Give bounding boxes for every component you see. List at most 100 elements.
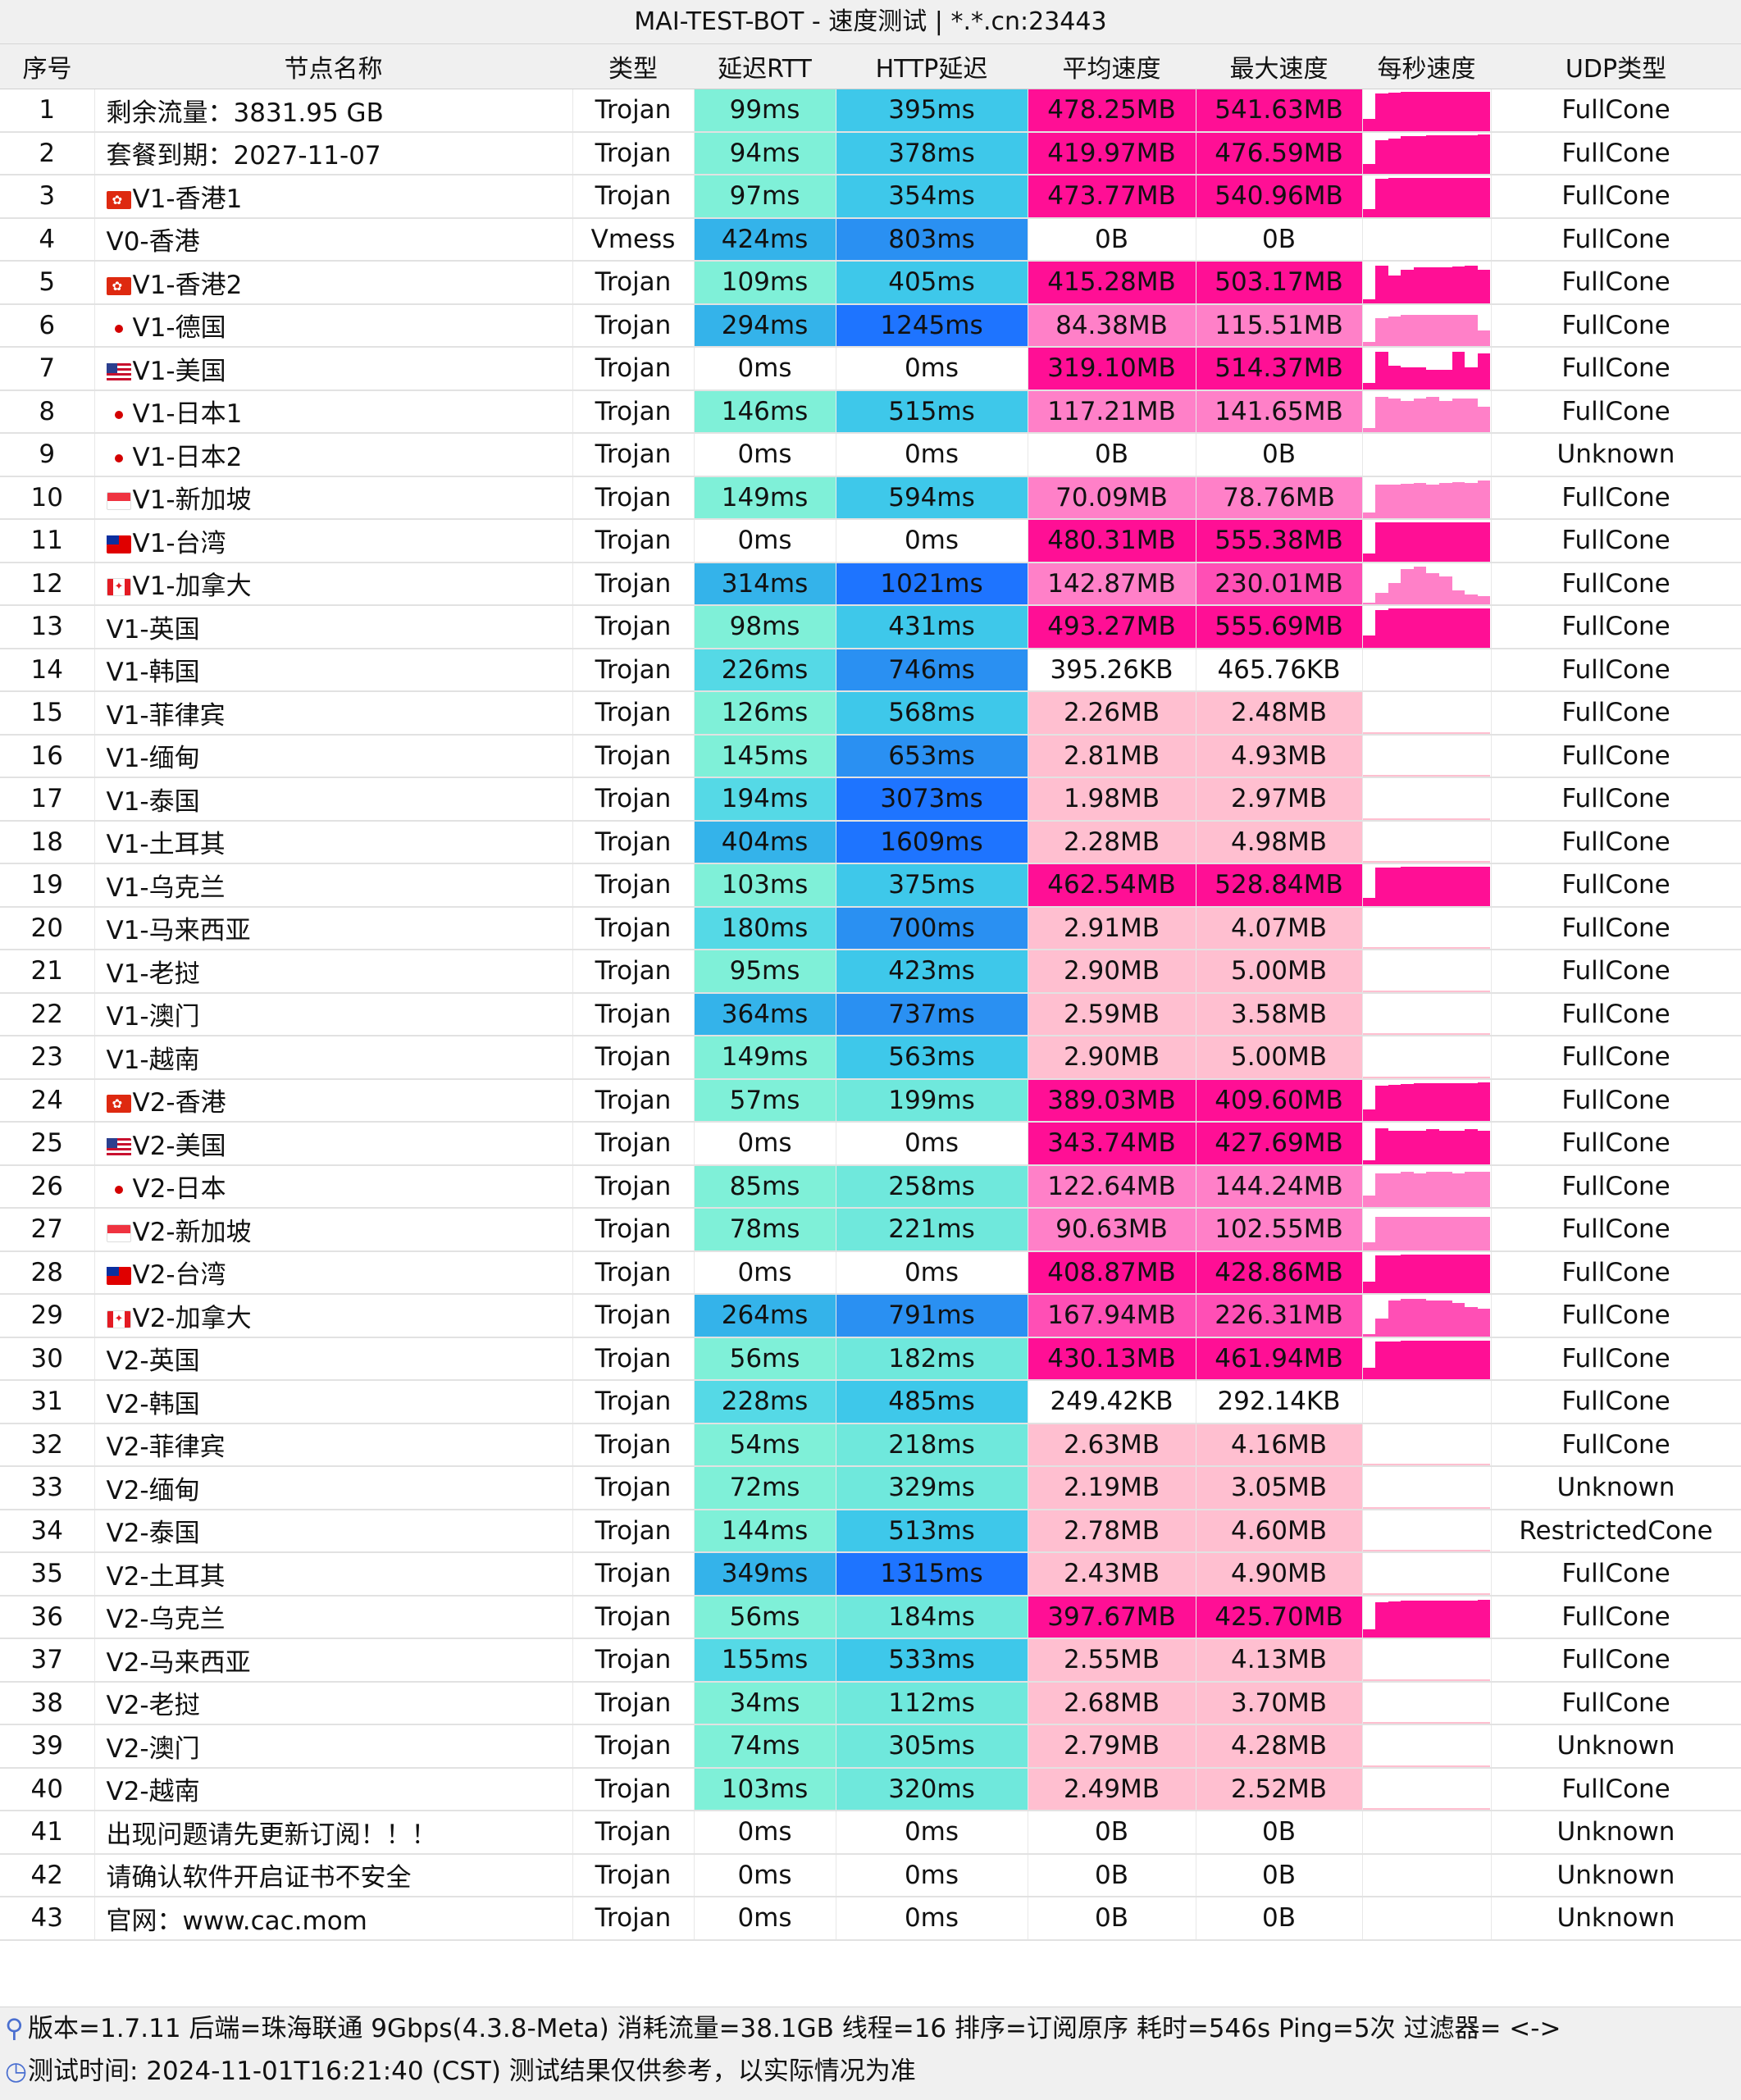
table-row[interactable]: 30 V2-英国 Trojan 56ms 182ms 430.13MB 461.94MB Fu… [0,1337,1741,1381]
header-per-second-speed[interactable]: 每秒速度 [1362,44,1491,89]
header-rtt[interactable]: 延迟RTT [694,44,836,89]
table-row[interactable]: 33 V2-缅甸 Trojan 72ms 329ms 2.19MB 3.05MB Unknow… [0,1466,1741,1510]
table-row[interactable]: 8 V1-日本1 Trojan 146ms 515ms 117.21MB 141.65MB F… [0,389,1741,434]
table-row[interactable]: 4 V0-香港 Vmess 424ms 803ms 0B 0B FullCone [0,217,1741,262]
table-row[interactable]: 10 V1-新加坡 Trojan 149ms 594ms 70.09MB 78.76MB Fu… [0,476,1741,520]
table-row[interactable]: 43 官网：www.cac.mom Trojan 0ms 0ms 0B 0B Unknown [0,1897,1741,1941]
table-row[interactable]: 25 V2-美国 Trojan 0ms 0ms 343.74MB 427.69MB FullC… [0,1122,1741,1166]
cell-http-latency: 513ms [836,1509,1028,1553]
header-node-name[interactable]: 节点名称 [94,44,572,89]
sparkline-bar [1388,1808,1401,1810]
table-row[interactable]: 37 V2-马来西亚 Trojan 155ms 533ms 2.55MB 4.13MB Ful… [0,1638,1741,1683]
sparkline-bar [1426,1550,1440,1551]
table-row[interactable]: 11 V1-台湾 Trojan 0ms 0ms 480.31MB 555.38MB FullC… [0,519,1741,563]
cell-avg-speed: 2.78MB [1028,1509,1196,1553]
table-row[interactable]: 23 V1-越南 Trojan 149ms 563ms 2.90MB 5.00MB FullC… [0,1036,1741,1080]
table-row[interactable]: 39 V2-澳门 Trojan 74ms 305ms 2.79MB 4.28MB Unknow… [0,1724,1741,1769]
cell-index: 8 [0,389,95,434]
table-row[interactable]: 2 套餐到期：2027-11-07 Trojan 94ms 378ms 419.97MB 4… [0,131,1741,175]
table-row[interactable]: 21 V1-老挝 Trojan 95ms 423ms 2.90MB 5.00MB FullCo… [0,950,1741,994]
sparkline-bar [1375,868,1388,905]
node-name-text: 请确认软件开启证书不安全 [106,1863,412,1893]
table-row[interactable]: 19 V1-乌克兰 Trojan 103ms 375ms 462.54MB 528.84MB… [0,863,1741,908]
header-udp-type[interactable]: UDP类型 [1491,44,1741,89]
sparkline-bar [1439,1171,1452,1207]
cell-http-latency: 378ms [836,131,1028,175]
table-row[interactable]: 36 V2-乌克兰 Trojan 56ms 184ms 397.67MB 425.70MB F… [0,1595,1741,1639]
table-row[interactable]: 28 V2-台湾 Trojan 0ms 0ms 408.87MB 428.86MB FullC… [0,1250,1741,1295]
speed-sparkline [1362,175,1490,216]
speed-sparkline [1362,1123,1490,1164]
sparkline-bar [1426,775,1440,777]
speed-sparkline [1362,950,1490,991]
cell-type: Trojan [572,1036,695,1080]
table-row[interactable]: 13 V1-英国 Trojan 98ms 431ms 493.27MB 555.69MB Fu… [0,605,1741,649]
table-row[interactable]: 7 V1-美国 Trojan 0ms 0ms 319.10MB 514.37MB FullCo… [0,347,1741,391]
cell-rtt: 56ms [694,1595,836,1639]
table-row[interactable]: 42 请确认软件开启证书不安全 Trojan 0ms 0ms 0B 0B Unknown [0,1853,1741,1897]
sparkline-bar [1362,1679,1376,1680]
table-row[interactable]: 41 出现问题请先更新订阅！！！ Trojan 0ms 0ms 0B 0B Unknown [0,1811,1741,1855]
sparkline-bar [1375,265,1388,303]
header-type[interactable]: 类型 [572,44,694,89]
cell-max-speed: 3.05MB [1196,1466,1363,1510]
cell-per-second-speed [1362,1767,1492,1811]
table-row[interactable]: 35 V2-土耳其 Trojan 349ms 1315ms 2.43MB 4.90MB Ful… [0,1552,1741,1597]
table-row[interactable]: 9 V1-日本2 Trojan 0ms 0ms 0B 0B Unknown [0,433,1741,477]
cell-udp-type: FullCone [1491,777,1741,822]
cell-type: Trojan [572,691,695,736]
table-row[interactable]: 27 V2-新加坡 Trojan 78ms 221ms 90.63MB 102.55MB Fu… [0,1208,1741,1252]
cell-per-second-speed [1362,1897,1492,1941]
speed-sparkline [1362,1338,1490,1379]
sparkline-bar [1426,818,1440,819]
table-row[interactable]: 12 V1-加拿大 Trojan314ms1021ms142.87MB230.01M… [0,562,1741,606]
table-row[interactable]: 17 V1-泰国 Trojan 194ms 3073ms 1.98MB 2.97MB Full… [0,777,1741,822]
cell-type: Trojan [572,1853,695,1897]
node-name-text: V1-土耳其 [106,830,226,860]
cell-per-second-speed [1362,1595,1492,1639]
cell-max-speed: 4.28MB [1196,1724,1363,1769]
header-avg-speed[interactable]: 平均速度 [1028,44,1196,89]
table-row[interactable]: 15 V1-菲律宾 Trojan 126ms 568ms 2.26MB 2.48MB Full… [0,691,1741,736]
table-row[interactable]: 34 V2-泰国 Trojan 144ms 513ms 2.78MB 4.60MB Restr… [0,1509,1741,1553]
table-row[interactable]: 40 V2-越南 Trojan 103ms 320ms 2.49MB 2.52MB FullC… [0,1767,1741,1811]
sparkline-bar [1426,1765,1440,1766]
cell-index: 6 [0,303,95,348]
cell-per-second-speed [1362,1811,1492,1855]
table-row[interactable]: 29 V2-加拿大 Trojan264ms791ms167.94MB226.31MB… [0,1294,1741,1338]
cell-max-speed: 514.37MB [1196,347,1363,391]
cell-per-second-speed [1362,820,1492,864]
table-row[interactable]: 26 V2-日本 Trojan 85ms 258ms 122.64MB 144.24MB Fu… [0,1164,1741,1209]
cell-http-latency: 3073ms [836,777,1028,822]
sparkline-bar [1375,861,1388,863]
cell-per-second-speed [1362,1078,1492,1123]
table-row[interactable]: 16 V1-缅甸 Trojan 145ms 653ms 2.81MB 4.93MB FullC… [0,734,1741,778]
header-max-speed[interactable]: 最大速度 [1196,44,1362,89]
table-row[interactable]: 20 V1-马来西亚 Trojan 180ms 700ms 2.91MB 4.07MB Ful… [0,906,1741,950]
sparkline-bar [1452,1592,1465,1594]
cell-avg-speed: 478.25MB [1028,89,1196,133]
cell-node-name: V1-台湾 [94,519,573,563]
sparkline-bar [1375,774,1388,777]
header-http-latency[interactable]: HTTP延迟 [836,44,1028,89]
cell-rtt: 95ms [694,950,836,994]
table-row[interactable]: 22 V1-澳门 Trojan 364ms 737ms 2.59MB 3.58MB FullC… [0,992,1741,1036]
table-row[interactable]: 38 V2-老挝 Trojan 34ms 112ms 2.68MB 3.70MB FullCo… [0,1681,1741,1725]
node-name-text: V2-菲律宾 [106,1433,226,1463]
table-row[interactable]: 14 V1-韩国 Trojan 226ms 746ms 395.26KB 465.76KB F… [0,648,1741,692]
table-row[interactable]: 32 V2-菲律宾 Trojan 54ms 218ms 2.63MB 4.16MB FullC… [0,1423,1741,1467]
table-row[interactable]: 6 V1-德国 Trojan 294ms 1245ms 84.38MB 115.51MB Fu… [0,303,1741,348]
sparkline-bar [1375,351,1388,389]
sparkline-bar [1362,775,1376,777]
cell-max-speed: 555.38MB [1196,519,1363,563]
cell-max-speed: 4.07MB [1196,906,1363,950]
cell-per-second-speed [1362,777,1492,822]
table-row[interactable]: 18 V1-土耳其 Trojan 404ms 1609ms 2.28MB 4.98MB Ful… [0,820,1741,864]
node-name-text: V2-韩国 [106,1389,200,1419]
table-row[interactable]: 1 剩余流量：3831.95 GB Trojan 99ms 395ms 478.25MB 5… [0,89,1741,133]
header-index[interactable]: 序号 [0,44,94,89]
table-row[interactable]: 31 V2-韩国 Trojan 228ms 485ms 249.42KB 292.14KB F… [0,1380,1741,1424]
